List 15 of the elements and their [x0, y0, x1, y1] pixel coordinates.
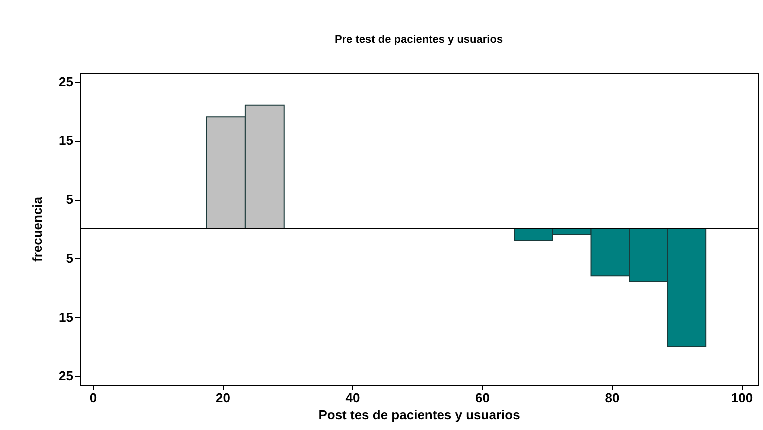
chart-title: Pre test de pacientes y usuarios	[334, 34, 504, 46]
y-tick-label: 5	[66, 250, 74, 266]
x-axis-title: Post tes de pacientes y usuarios	[318, 408, 520, 422]
x-tick-label: 40	[346, 390, 360, 406]
x-tick-label: 100	[731, 390, 754, 406]
x-tick-label: 0	[90, 390, 98, 406]
x-tick-label: 60	[476, 390, 490, 406]
y-tick-label: 25	[59, 368, 74, 384]
y-axis-title: frecuencia	[30, 196, 46, 262]
x-tick-label: 80	[605, 390, 620, 406]
y-tick-label: 15	[59, 133, 74, 148]
y-tick-label: 15	[59, 310, 74, 325]
y-tick-label: 25	[59, 74, 74, 90]
x-tick-label: 20	[216, 390, 230, 406]
y-tick-label: 5	[66, 192, 74, 208]
